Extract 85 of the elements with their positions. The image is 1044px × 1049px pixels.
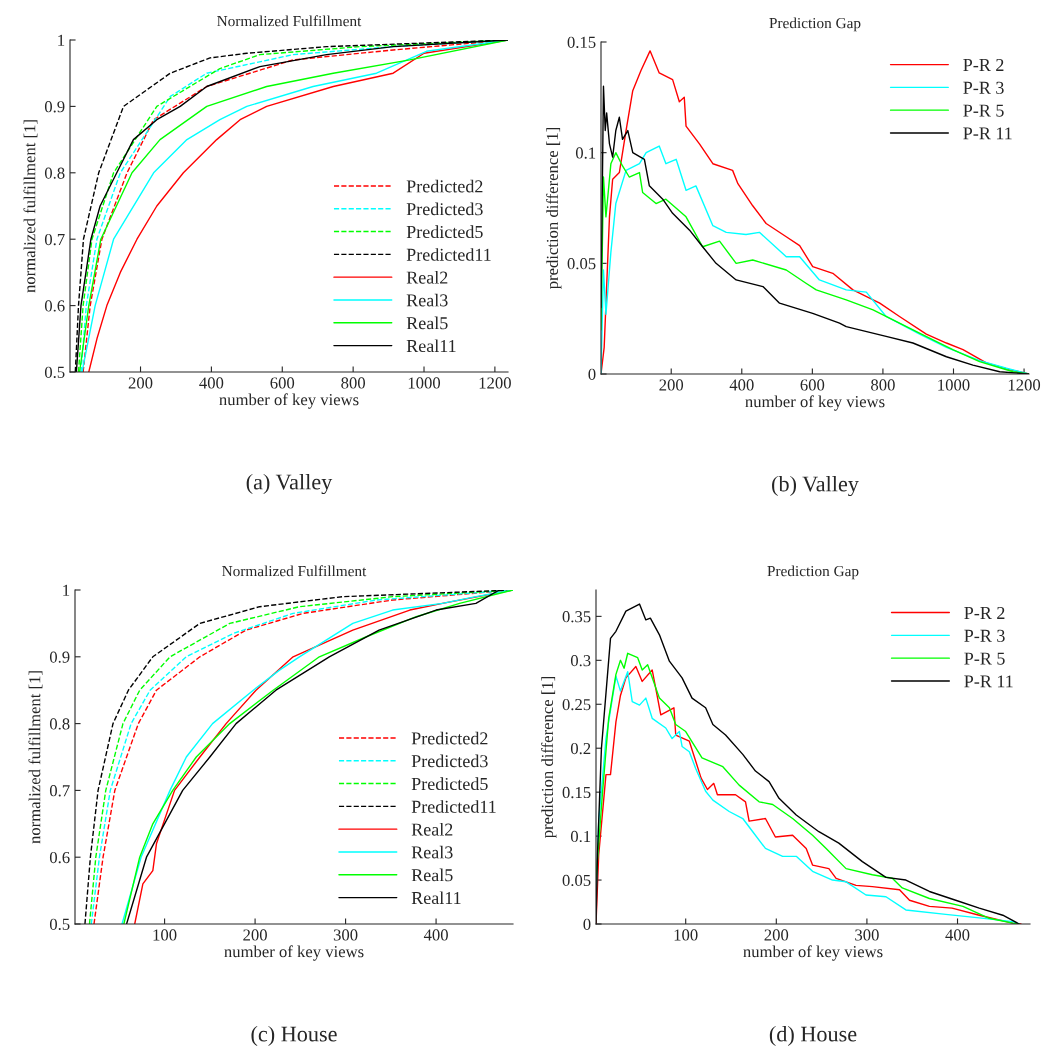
x-tick-label: 200 — [659, 379, 684, 391]
y-tick-label: 0.5 — [49, 918, 70, 931]
text: (d) House — [769, 1025, 857, 1047]
x-tick-label: 300 — [855, 929, 879, 941]
legend-label: Real5 — [406, 316, 448, 330]
x-tick-label: 1000 — [938, 379, 970, 391]
legend-label: Predicted11 — [411, 800, 496, 813]
text: (c) House — [251, 1025, 337, 1047]
legend-label: P-R 5 — [964, 652, 1005, 665]
legend-label: P-R 11 — [963, 127, 1012, 140]
legend-label: Predicted11 — [406, 248, 491, 261]
legend-label: Real3 — [411, 845, 453, 859]
legend-label: P-R 5 — [963, 104, 1004, 117]
y-axis-title: normalized fulfillment [1] — [28, 671, 43, 844]
x-axis-title: number of key views — [743, 945, 883, 961]
text: (b) Valley — [772, 475, 859, 497]
x-axis-title: number of key views — [224, 945, 364, 961]
x-tick-label: 300 — [333, 929, 358, 941]
x-tick-label: 400 — [729, 379, 754, 391]
line-series — [596, 603, 1020, 924]
y-axis-title: normalized fulfillment [1] — [23, 120, 38, 293]
x-tick-label: 100 — [153, 929, 177, 941]
y-tick-label: 0.2 — [570, 742, 591, 755]
legend-label: Predicted3 — [411, 754, 488, 768]
y-tick-label: 0.7 — [49, 785, 70, 797]
x-tick-label: 1000 — [408, 377, 441, 389]
x-tick-label: 800 — [341, 377, 366, 389]
legend-label: Real11 — [411, 891, 461, 905]
x-tick-label: 1200 — [479, 377, 511, 389]
x-tick-label: 600 — [270, 377, 295, 389]
y-tick-label: 0.1 — [575, 147, 596, 159]
legend-label: Predicted5 — [411, 777, 488, 791]
y-tick-label: 0.15 — [562, 786, 591, 799]
y-axis-title: prediction difference [1] — [541, 676, 557, 839]
chart-title: Prediction Gap — [767, 565, 859, 580]
legend-label: P-R 2 — [963, 58, 1004, 71]
y-tick-label: 0.9 — [49, 651, 70, 663]
x-tick-label: 400 — [945, 929, 970, 941]
y-tick-label: 0.25 — [562, 698, 591, 711]
legend-label: Predicted2 — [406, 179, 483, 193]
chart-title: Normalized Fulfillment — [222, 565, 367, 577]
legend-label: Real5 — [411, 868, 453, 882]
text: (a) Valley — [246, 473, 333, 495]
x-tick-label: 800 — [871, 379, 895, 391]
legend-label: Real3 — [406, 293, 448, 307]
x-tick-label: 200 — [243, 929, 267, 941]
legend-label: P-R 3 — [964, 629, 1005, 642]
y-tick-label: 0.1 — [570, 830, 591, 843]
y-tick-label: 0.8 — [44, 167, 65, 179]
y-tick-label: 0.05 — [562, 874, 591, 887]
y-tick-label: 0.9 — [44, 101, 65, 113]
y-tick-label: 0 — [583, 918, 591, 930]
x-tick-label: 400 — [199, 377, 224, 389]
y-tick-label: 0 — [588, 368, 596, 380]
y-tick-label: 0.7 — [44, 233, 65, 246]
y-tick-label: 0.35 — [562, 611, 591, 623]
legend-label: Real11 — [406, 339, 456, 353]
legend-label: P-R 3 — [963, 81, 1004, 94]
x-axis-title: number of key views — [745, 395, 885, 411]
x-tick-label: 200 — [764, 929, 789, 941]
legend-label: Predicted3 — [406, 202, 483, 216]
y-tick-label: 0.5 — [44, 366, 65, 379]
y-tick-label: 0.6 — [44, 300, 65, 312]
chart-title: Normalized Fulfillment — [217, 15, 362, 27]
legend-label: Predicted2 — [411, 731, 488, 745]
x-tick-label: 1200 — [1008, 379, 1041, 391]
y-tick-label: 1 — [63, 584, 70, 596]
y-tick-label: 0.6 — [49, 851, 70, 864]
x-axis-title: number of key views — [219, 393, 359, 409]
legend-label: Real2 — [411, 822, 453, 836]
legend-label: P-R 11 — [964, 675, 1013, 688]
chart-title: Prediction Gap — [769, 17, 861, 32]
x-tick-label: 200 — [128, 377, 153, 389]
legend-label: Real2 — [406, 270, 448, 284]
y-tick-label: 0.15 — [567, 36, 596, 49]
y-tick-label: 1 — [58, 34, 65, 46]
y-tick-label: 0.05 — [567, 258, 596, 270]
legend-label: Predicted5 — [406, 225, 483, 239]
x-tick-label: 600 — [800, 379, 825, 391]
legend-label: P-R 2 — [964, 606, 1005, 619]
x-tick-label: 100 — [674, 929, 698, 941]
y-tick-label: 0.3 — [570, 655, 591, 667]
y-tick-label: 0.8 — [49, 718, 70, 730]
x-tick-label: 400 — [423, 929, 448, 941]
y-axis-title: prediction difference [1] — [546, 127, 562, 290]
